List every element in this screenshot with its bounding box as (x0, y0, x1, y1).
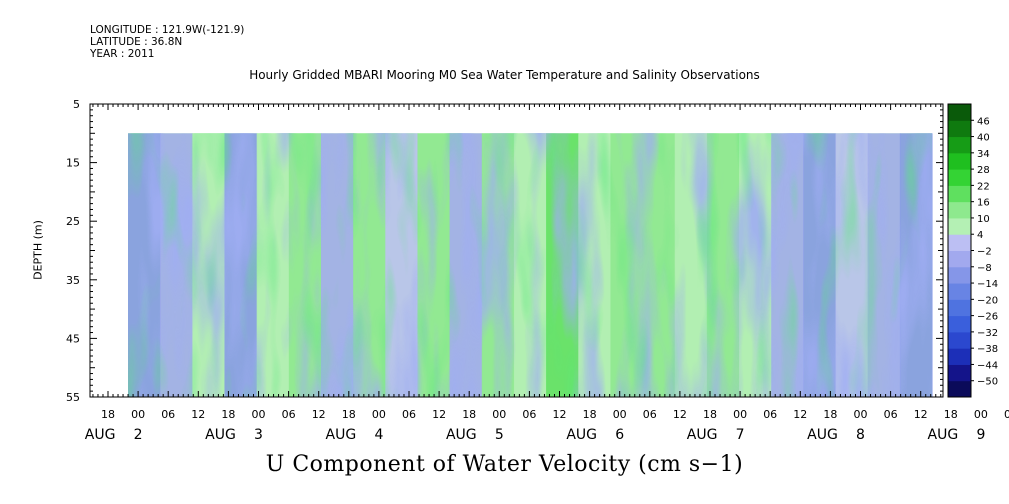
x-hour-label: 00 (854, 408, 868, 421)
x-day-label: 4 (374, 427, 383, 443)
x-month-label: AUG (85, 427, 116, 443)
x-hour-label: 18 (583, 408, 597, 421)
colorbar-label: 22 (977, 181, 990, 192)
colorbar-label: −8 (977, 263, 992, 274)
x-day-label: 7 (736, 427, 745, 443)
longitude-label: LONGITUDE : 121.9W(-121.9) (90, 24, 245, 36)
x-hour-label: 06 (643, 408, 657, 421)
x-hour-label: 00 (252, 408, 266, 421)
colorbar-swatch (948, 104, 971, 121)
colorbar-label: 40 (977, 133, 990, 144)
x-month-label: AUG (446, 427, 477, 443)
x-day-label: 2 (134, 427, 143, 443)
variable-title: U Component of Water Velocity (cm s−1) (265, 452, 744, 477)
year-label: YEAR : 2011 (90, 48, 155, 60)
x-hour-label: 00 (974, 408, 988, 421)
x-hour-label: 18 (823, 408, 837, 421)
colorbar-swatch (948, 120, 971, 138)
x-hour-label: 18 (703, 408, 717, 421)
y-tick-label: 45 (66, 332, 80, 345)
y-tick-label: 5 (73, 98, 80, 111)
x-hour-label: 18 (342, 408, 356, 421)
x-hour-label: 12 (312, 408, 326, 421)
x-hour-label: 06 (522, 408, 536, 421)
colorbar-label: −2 (977, 247, 992, 258)
colorbar-swatch (948, 169, 971, 186)
x-day-label: 5 (495, 427, 504, 443)
x-hour-label: 12 (191, 408, 205, 421)
colorbar-swatch (948, 315, 971, 333)
latitude-label: LATITUDE : 36.8N (90, 36, 183, 48)
x-hour-label: 06 (282, 408, 296, 421)
x-hour-label: 12 (793, 408, 807, 421)
x-hour-label: 00 (613, 408, 627, 421)
colorbar-swatch (948, 185, 971, 203)
x-hour-label: 00 (372, 408, 386, 421)
colorbar-label: 16 (977, 198, 990, 209)
y-tick-label: 25 (66, 215, 80, 228)
x-hour-label: 06 (402, 408, 416, 421)
colorbar-swatch (948, 380, 971, 398)
x-hour-label: 12 (673, 408, 687, 421)
colorbar-label: 34 (977, 149, 990, 160)
x-hour-label: 18 (101, 408, 115, 421)
colorbar-label: −44 (977, 360, 998, 371)
colorbar-swatch (948, 201, 971, 219)
colorbar-swatch (948, 250, 971, 268)
colorbar-swatch (948, 299, 971, 317)
x-month-label: AUG (205, 427, 236, 443)
x-day-label: 8 (856, 427, 865, 443)
colorbar: −50 −44 −38 −32 −26 −20 −14 −8 −2 4 10 16 22 28 34 40 46 (947, 103, 998, 398)
x-day-label: 6 (615, 427, 624, 443)
colorbar-swatch (948, 364, 971, 382)
colorbar-label: −14 (977, 279, 998, 290)
colorbar-swatch (948, 152, 971, 170)
x-month-label: AUG (807, 427, 838, 443)
colorbar-swatch (948, 266, 971, 284)
velocity-field (128, 133, 933, 398)
x-month-label: AUG (928, 427, 959, 443)
x-hour-label: 12 (553, 408, 567, 421)
colorbar-label: 4 (977, 230, 983, 241)
x-hour-label: 06 (161, 408, 175, 421)
x-hour-label: 00 (492, 408, 506, 421)
x-hour-label: 18 (944, 408, 958, 421)
x-month-label: AUG (687, 427, 718, 443)
colorbar-label: −20 (977, 295, 998, 306)
x-hour-label: 06 (1004, 408, 1009, 421)
x-month-label: AUG (326, 427, 357, 443)
x-hour-label: 18 (221, 408, 235, 421)
x-month-label: AUG (566, 427, 597, 443)
x-day-label: 3 (254, 427, 263, 443)
x-hour-label: 06 (884, 408, 898, 421)
y-tick-label: 35 (66, 274, 80, 287)
x-hour-label: 12 (914, 408, 928, 421)
y-tick-label: 55 (66, 391, 80, 404)
colorbar-swatch (948, 234, 971, 251)
colorbar-swatch (948, 136, 971, 154)
colorbar-label: −32 (977, 328, 998, 339)
y-tick-label: 15 (66, 157, 80, 170)
x-hour-label: 00 (131, 408, 145, 421)
colorbar-label: −26 (977, 312, 998, 323)
colorbar-label: −50 (977, 377, 998, 388)
colorbar-label: −38 (977, 344, 998, 355)
colorbar-label: 46 (977, 116, 990, 127)
x-day-label: 9 (976, 427, 985, 443)
x-hour-label: 00 (733, 408, 747, 421)
chart-title: Hourly Gridded MBARI Mooring M0 Sea Wate… (249, 68, 760, 82)
field-texture-positive (128, 133, 932, 398)
colorbar-swatch (948, 348, 971, 365)
colorbar-swatch (948, 283, 971, 300)
x-hour-label: 12 (432, 408, 446, 421)
colorbar-label: 28 (977, 165, 990, 176)
colorbar-label: 10 (977, 214, 990, 225)
x-hour-label: 18 (462, 408, 476, 421)
colorbar-swatch (948, 331, 971, 349)
colorbar-swatch (948, 217, 971, 235)
x-hour-label: 06 (763, 408, 777, 421)
